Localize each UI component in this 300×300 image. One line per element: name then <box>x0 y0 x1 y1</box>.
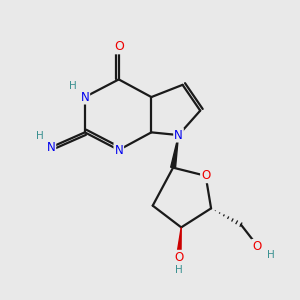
Text: N: N <box>114 143 123 157</box>
Polygon shape <box>176 227 181 260</box>
Text: H: H <box>36 131 43 141</box>
Polygon shape <box>171 135 178 168</box>
Text: H: H <box>69 81 76 91</box>
Text: N: N <box>46 141 55 154</box>
Text: H: H <box>268 250 275 260</box>
Text: O: O <box>201 169 210 182</box>
Text: O: O <box>174 251 183 264</box>
Text: N: N <box>174 129 183 142</box>
Text: N: N <box>80 91 89 103</box>
Text: O: O <box>252 240 261 253</box>
Text: O: O <box>114 40 124 53</box>
Text: H: H <box>175 265 182 275</box>
